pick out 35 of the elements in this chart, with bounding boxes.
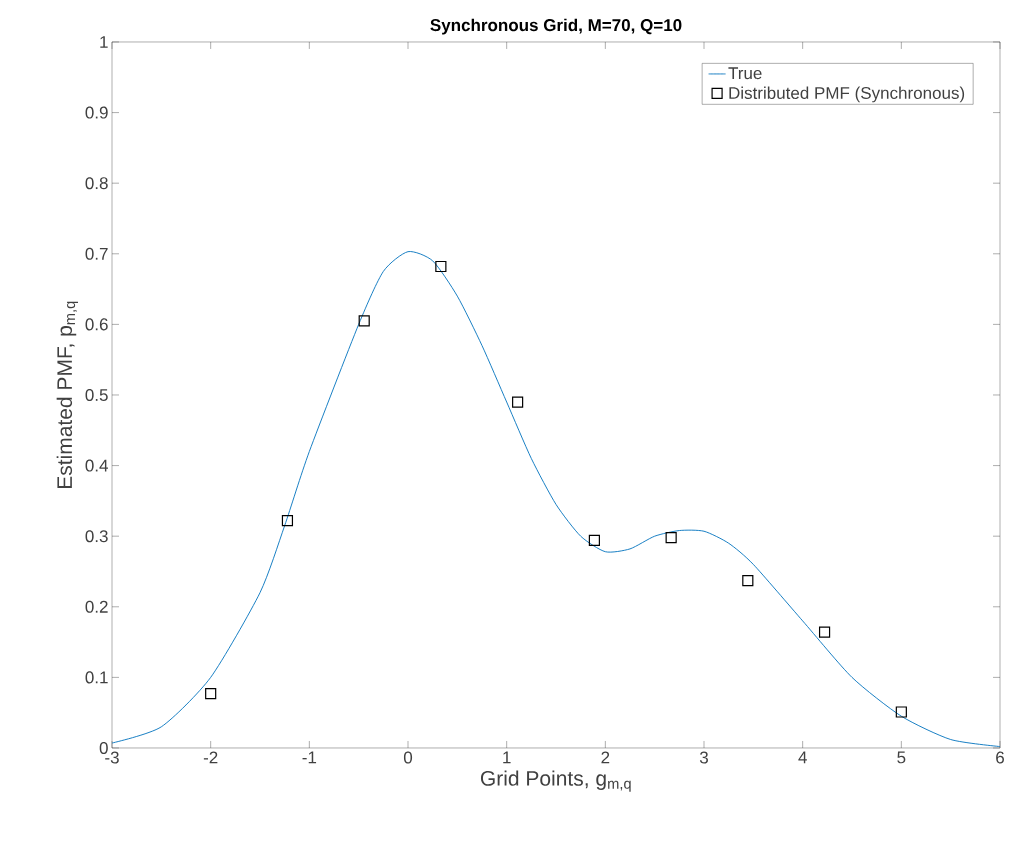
y-tick-label: 0.3 — [85, 530, 108, 543]
y-tick-label: 0.9 — [85, 106, 108, 119]
x-tick-label: -2 — [203, 751, 218, 764]
y-tick-label: 0.8 — [85, 177, 108, 190]
y-tick-label: 0.5 — [85, 388, 108, 402]
x-tick-label: 1 — [503, 751, 511, 764]
point — [818, 626, 831, 638]
x-tick-label: 6 — [996, 751, 1004, 764]
legend-label: Distributed PMF (Synchronous) — [729, 86, 965, 103]
point — [588, 534, 600, 547]
y-tick-label: 0.4 — [85, 459, 108, 472]
x-tick-label: 5 — [897, 751, 906, 764]
x-tick-label: -1 — [302, 751, 317, 764]
y-axis-title: Estimated PMF, p$_{m,q}$ — [56, 301, 79, 489]
point — [435, 260, 447, 273]
point — [512, 396, 524, 408]
x-axis-title: Grid Points, g$_{m,q}$ — [480, 770, 631, 792]
line-series — [112, 251, 1001, 748]
point — [358, 315, 370, 327]
y-tick-label: 0.7 — [85, 247, 108, 260]
chart-title: Synchronous Grid, M=70, Q=10 — [430, 18, 682, 35]
x-tick-label: 0 — [403, 751, 413, 764]
y-tick-label: 1 — [100, 36, 108, 48]
x-tick-label: 4 — [798, 751, 807, 764]
x-tick-label: 3 — [699, 751, 708, 764]
point — [742, 575, 754, 587]
point — [281, 515, 294, 527]
legend-label: True — [728, 67, 762, 80]
y-tick-label: 0.6 — [85, 318, 108, 331]
y-tick-label: 0.2 — [85, 600, 108, 613]
x-tick-label: 2 — [601, 751, 610, 764]
point — [665, 531, 677, 544]
y-tick-label: 0.1 — [85, 671, 108, 684]
point — [205, 688, 217, 700]
point — [895, 706, 907, 718]
